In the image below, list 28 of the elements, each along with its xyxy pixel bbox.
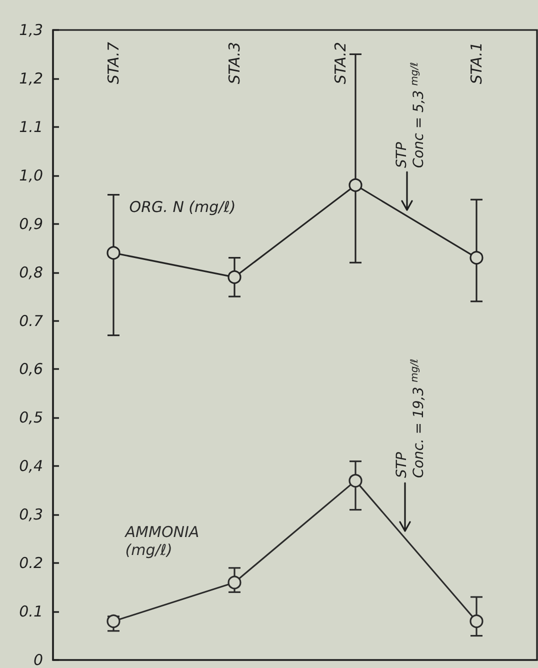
point (228, 576, 242, 590)
y-tick-label: 1,2 (19, 69, 43, 88)
y-tick-label: 0 (33, 651, 43, 668)
y-tick-label: 0,9 (19, 214, 43, 233)
x-tick-label: STA.1 (468, 42, 486, 84)
point (106, 614, 120, 628)
point (348, 178, 362, 192)
point (106, 246, 120, 260)
y-tick-label: 0,4 (19, 457, 43, 476)
point (470, 250, 484, 265)
text: ORG. N (mg/ℓ) (129, 198, 236, 216)
x-tick-label: STA.7 (104, 42, 122, 84)
y-tick-label: 0.1 (19, 602, 43, 621)
y-tick-label: 1,3 (19, 21, 43, 39)
y-tick-label: 0.7 (19, 312, 44, 330)
text: AMMONIA (mg/ℓ) (124, 523, 204, 560)
point (470, 614, 484, 628)
y-tick-label: 0,6 (19, 360, 43, 378)
y-tick-label: 0.2 (19, 554, 43, 572)
y-tick-label: 1.1 (19, 118, 43, 136)
y-tick-label: 1,0 (19, 166, 43, 184)
x-tick-label: STA.3 (226, 42, 244, 84)
y-tick-label: 0,5 (19, 408, 43, 427)
point (228, 270, 242, 284)
y-tick-label: 0,8 (19, 263, 43, 282)
point (348, 474, 362, 488)
y-tick-label: 0,3 (19, 506, 43, 524)
x-tick-label: STA.2 (332, 42, 350, 84)
